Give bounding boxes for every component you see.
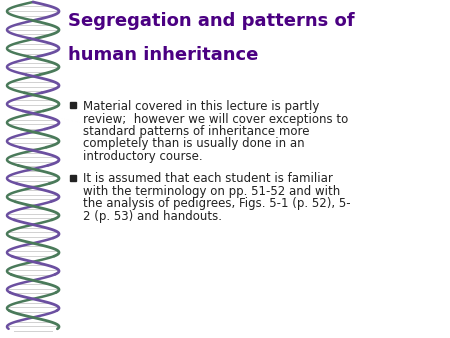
Text: introductory course.: introductory course. xyxy=(83,150,202,163)
Text: standard patterns of inheritance more: standard patterns of inheritance more xyxy=(83,125,310,138)
Text: It is assumed that each student is familiar: It is assumed that each student is famil… xyxy=(83,172,333,186)
Text: Material covered in this lecture is partly: Material covered in this lecture is part… xyxy=(83,100,320,113)
Text: human inheritance: human inheritance xyxy=(68,46,258,64)
Bar xyxy=(70,174,76,180)
Text: the analysis of pedigrees, Figs. 5-1 (p. 52), 5-: the analysis of pedigrees, Figs. 5-1 (p.… xyxy=(83,197,351,211)
Text: review;  however we will cover exceptions to: review; however we will cover exceptions… xyxy=(83,113,348,125)
Bar xyxy=(70,102,76,108)
Text: with the terminology on pp. 51-52 and with: with the terminology on pp. 51-52 and wi… xyxy=(83,185,340,198)
Text: 2 (p. 53) and handouts.: 2 (p. 53) and handouts. xyxy=(83,210,222,223)
Text: Segregation and patterns of: Segregation and patterns of xyxy=(68,12,355,30)
Text: completely than is usually done in an: completely than is usually done in an xyxy=(83,138,305,150)
